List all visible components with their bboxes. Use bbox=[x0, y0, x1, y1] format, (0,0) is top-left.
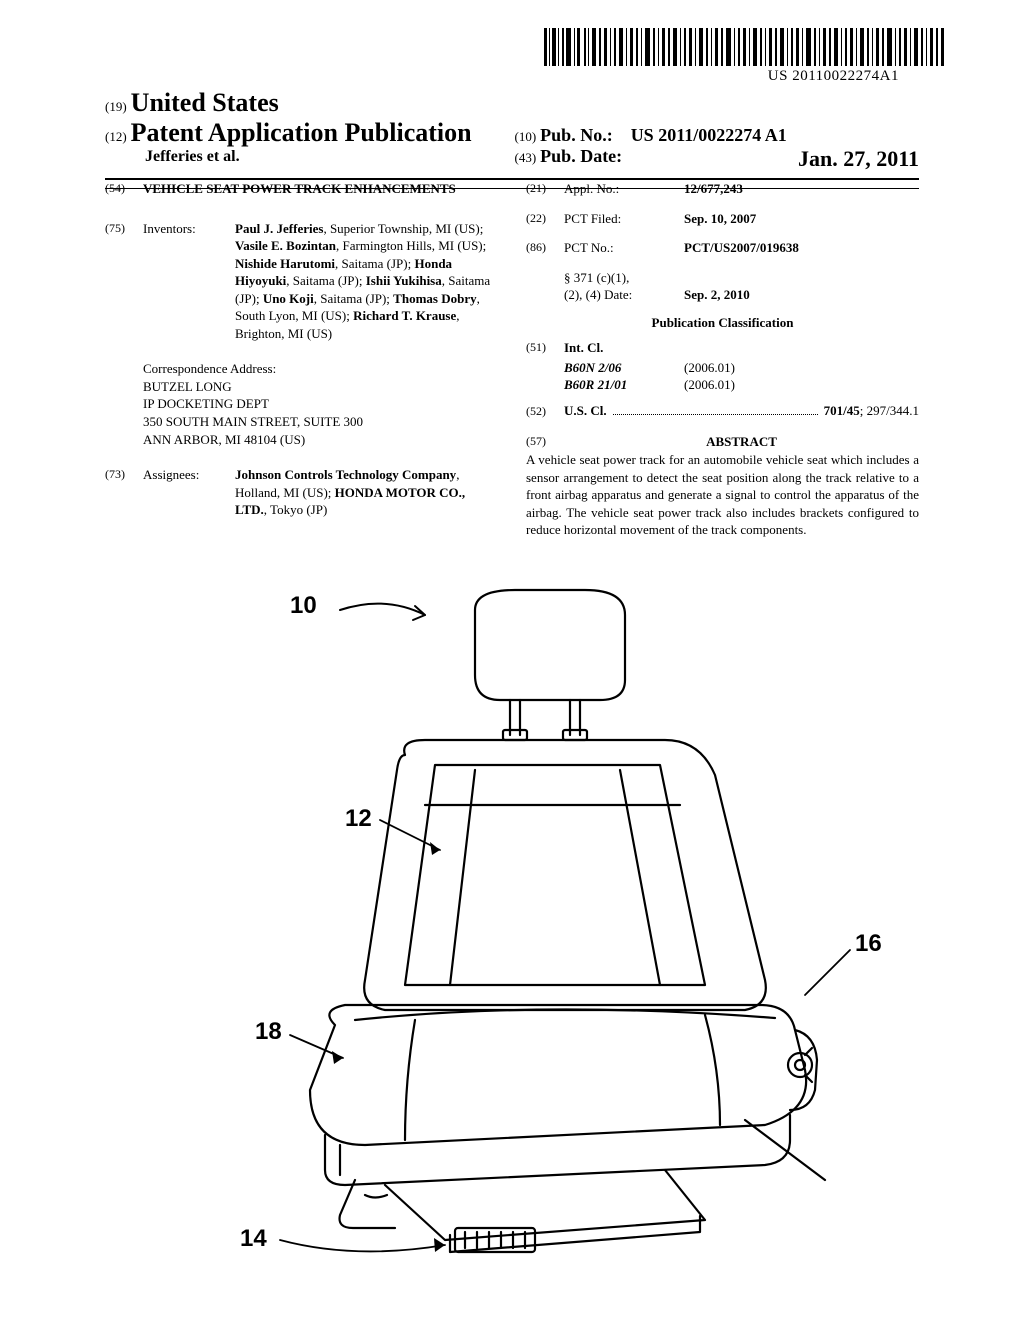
appl-label: Appl. No.: bbox=[564, 180, 684, 198]
invention-title: VEHICLE SEAT POWER TRACK ENHANCEMENTS bbox=[143, 180, 498, 198]
left-column: (54) VEHICLE SEAT POWER TRACK ENHANCEMEN… bbox=[105, 180, 498, 539]
inventors-label: Inventors: bbox=[143, 220, 235, 343]
intcl-ver-1: (2006.01) bbox=[684, 376, 735, 394]
correspondence-block: Correspondence Address: BUTZEL LONG IP D… bbox=[143, 360, 498, 448]
corr-line-0: BUTZEL LONG bbox=[143, 378, 498, 396]
biblio-body: (54) VEHICLE SEAT POWER TRACK ENHANCEMEN… bbox=[105, 180, 919, 539]
code-52: (52) bbox=[526, 403, 564, 419]
fig-label-10: 10 bbox=[290, 592, 317, 620]
intcl-code-0: B60N 2/06 bbox=[564, 359, 684, 377]
abstract-header: ABSTRACT bbox=[564, 433, 919, 451]
classification-header: Publication Classification bbox=[526, 314, 919, 332]
code-19: (19) bbox=[105, 99, 127, 114]
uscl-label: U.S. Cl. bbox=[564, 402, 607, 420]
assignees-text: Johnson Controls Technology Company, Hol… bbox=[235, 466, 498, 519]
corr-line-2: 350 SOUTH MAIN STREET, SUITE 300 bbox=[143, 413, 498, 431]
patent-page: US 20110022274A1 (19) United States (12)… bbox=[0, 0, 1024, 1320]
pct-no-value: PCT/US2007/019638 bbox=[684, 239, 799, 257]
fig-label-16: 16 bbox=[855, 930, 882, 958]
fig-label-18: 18 bbox=[255, 1018, 282, 1046]
intcl-label: Int. Cl. bbox=[564, 339, 603, 357]
pubdate-label: Pub. Date: bbox=[540, 146, 622, 166]
intcl-ver-0: (2006.01) bbox=[684, 359, 735, 377]
pubdate-value: Jan. 27, 2011 bbox=[798, 146, 919, 172]
code-86: (86) bbox=[526, 239, 564, 257]
barcode bbox=[544, 28, 944, 66]
fig-label-12: 12 bbox=[345, 805, 372, 833]
code-22: (22) bbox=[526, 210, 564, 228]
code-73: (73) bbox=[105, 466, 143, 519]
corr-label: Correspondence Address: bbox=[143, 360, 498, 378]
code-54: (54) bbox=[105, 180, 143, 198]
uscl-value: 701/45; 297/344.1 bbox=[824, 402, 919, 420]
intcl-code-1: B60R 21/01 bbox=[564, 376, 684, 394]
seat-figure bbox=[105, 580, 919, 1280]
doc-type: Patent Application Publication bbox=[131, 118, 472, 147]
fig-label-14: 14 bbox=[240, 1225, 267, 1253]
sec371-value: Sep. 2, 2010 bbox=[684, 286, 750, 304]
appl-value: 12/677,243 bbox=[684, 180, 743, 198]
code-21: (21) bbox=[526, 180, 564, 198]
pct-no-label: PCT No.: bbox=[564, 239, 684, 257]
sec371-label1: § 371 (c)(1), bbox=[564, 270, 629, 285]
figure-container: 10 12 16 18 14 bbox=[105, 580, 919, 1280]
code-57: (57) bbox=[526, 433, 564, 451]
pubno-value: US 2011/0022274 A1 bbox=[631, 125, 787, 145]
pubno-label: Pub. No.: bbox=[540, 125, 613, 145]
uscl-dots bbox=[613, 413, 818, 415]
pct-filed-label: PCT Filed: bbox=[564, 210, 684, 228]
code-12: (12) bbox=[105, 129, 127, 144]
authors-short: Jefferies et al. bbox=[105, 148, 510, 166]
inventors-text: Paul J. Jefferies, Superior Township, MI… bbox=[235, 220, 498, 343]
corr-line-3: ANN ARBOR, MI 48104 (US) bbox=[143, 431, 498, 449]
code-10: (10) bbox=[515, 129, 537, 144]
sec371-label2: (2), (4) Date: bbox=[564, 287, 632, 302]
right-column: (21) Appl. No.: 12/677,243 (22) PCT File… bbox=[526, 180, 919, 539]
corr-line-1: IP DOCKETING DEPT bbox=[143, 395, 498, 413]
intcl-block: B60N 2/06 (2006.01) B60R 21/01 (2006.01) bbox=[564, 359, 919, 394]
abstract-text: A vehicle seat power track for an automo… bbox=[526, 451, 919, 539]
country: United States bbox=[131, 88, 279, 117]
code-75: (75) bbox=[105, 220, 143, 343]
barcode-number: US 20110022274A1 bbox=[768, 68, 899, 85]
code-51: (51) bbox=[526, 339, 564, 357]
code-43: (43) bbox=[515, 150, 537, 165]
pct-filed-value: Sep. 10, 2007 bbox=[684, 210, 756, 228]
assignees-label: Assignees: bbox=[143, 466, 235, 519]
